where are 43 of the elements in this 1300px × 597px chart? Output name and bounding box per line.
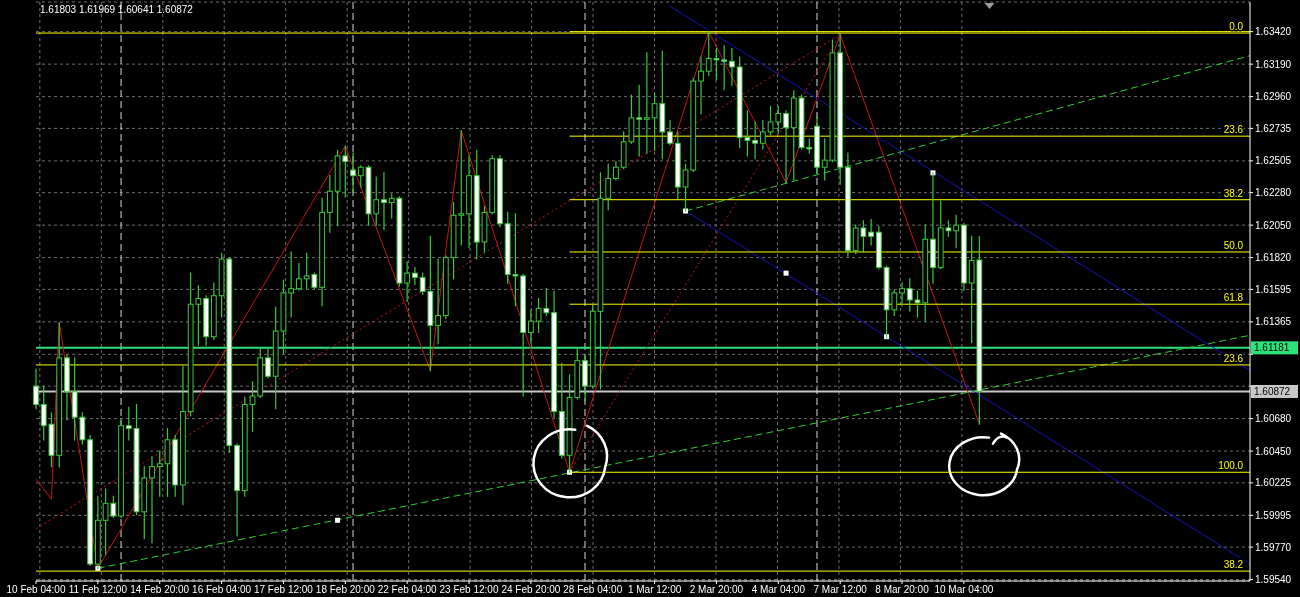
y-tick-label: 1.59995 [1255,509,1292,521]
x-tick-label: 7 Mar 12:00 [813,584,868,595]
y-tick-label: 1.62280 [1255,187,1292,199]
y-tick-label: 1.62960 [1255,91,1292,103]
y-tick-label: 1.60680 [1255,413,1292,425]
y-tick-label: 1.59770 [1255,541,1292,553]
y-tick-label: 1.63420 [1255,26,1292,38]
y-tick-label: 1.61595 [1255,283,1292,295]
series-label: 23.6 [1223,352,1244,364]
annotation: 1.61803 1.61969 1.60641 1.60872 [40,4,194,15]
x-tick-label: 1 Mar 12:00 [627,584,682,595]
y-tick-label: 1.63190 [1255,58,1292,70]
x-tick-label: 11 Feb 12:00 [68,584,128,595]
series-label: 23.6 [1223,124,1244,136]
y-tick-label: 1.59540 [1255,574,1292,586]
x-tick-label: 2 Mar 20:00 [689,584,744,595]
y-tick-label: 1.61365 [1255,316,1292,328]
x-tick-label: 16 Feb 04:00 [192,584,252,595]
y-tick-label: 1.62735 [1255,122,1292,134]
series-label: 38.2 [1223,187,1244,199]
x-tick-label: 14 Feb 20:00 [130,584,190,595]
series-label: 100.0 [1218,460,1244,472]
y-tick-label: 1.60225 [1255,477,1292,489]
series-label: 0.0 [1229,21,1244,33]
y-tick-label: 1.62050 [1255,219,1292,231]
x-tick-label: 28 Feb 04:00 [563,584,623,595]
series-label: 38.2 [1223,559,1244,571]
x-tick-label: 23 Feb 12:00 [439,584,499,595]
y-tick-label: 1.62505 [1255,155,1292,167]
x-tick-label: 8 Mar 20:00 [875,584,930,595]
x-tick-label: 22 Feb 04:00 [377,584,438,595]
series-label: 50.0 [1223,239,1244,251]
y-tick-label: 1.60450 [1255,445,1292,457]
y-tick-label: 1.61820 [1255,252,1292,264]
x-tick-label: 24 Feb 20:00 [501,584,561,595]
x-tick-label: 4 Mar 04:00 [751,584,806,595]
series-label: 61.8 [1223,292,1244,304]
x-tick-label: 17 Feb 12:00 [253,584,314,595]
x-tick-label: 10 Mar 04:00 [934,584,994,595]
x-tick-label: 18 Feb 20:00 [315,584,376,595]
ref-line-label: 1.61181 [1254,342,1290,354]
x-tick-label: 10 Feb 04:00 [6,584,66,595]
ref-line-label: 1.60872 [1254,385,1291,397]
